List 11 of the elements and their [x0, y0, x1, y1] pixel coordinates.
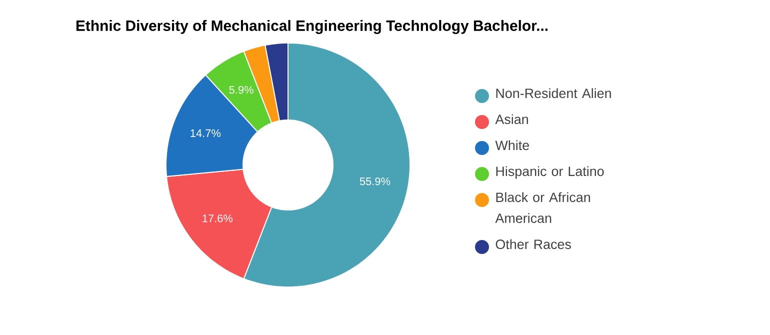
legend-label: Hispanic or Latino	[496, 166, 604, 179]
legend-label: Non-Resident Alien	[496, 88, 611, 98]
data-label: 14.7%	[190, 129, 221, 138]
data-label: 55.9%	[360, 177, 390, 186]
data-label: 5.9%	[229, 86, 254, 94]
data-label: 17.6%	[202, 214, 233, 222]
legend-label: Asian	[495, 114, 528, 124]
chart-title: Ethnic Diversity of Mechanical Engineering Technology Bachelor...	[76, 20, 548, 34]
legend-label: White	[495, 140, 529, 150]
legend-label: Black or African American	[495, 192, 590, 223]
legend-label: Other Races	[496, 239, 571, 250]
